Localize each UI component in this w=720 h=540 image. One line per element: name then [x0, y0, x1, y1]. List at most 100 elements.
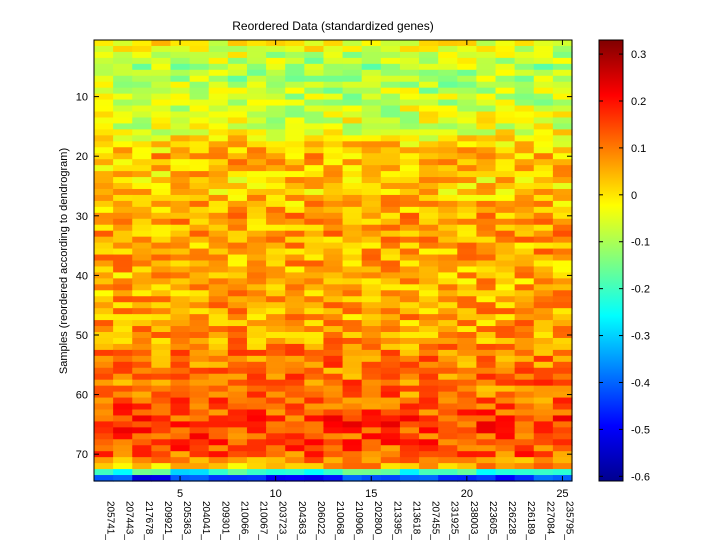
heatmap-cell: [419, 45, 439, 53]
heatmap-cell: [323, 183, 344, 190]
heatmap-cell: [533, 236, 554, 244]
heatmap-cell: [457, 403, 477, 411]
heatmap-cell: [380, 45, 401, 53]
heatmap-cell: [170, 51, 191, 59]
heatmap-cell: [380, 469, 401, 476]
heatmap-cell: [399, 433, 420, 440]
heatmap-cell: [361, 45, 382, 53]
heatmap-cell: [361, 57, 382, 65]
heatmap-cell: [304, 123, 325, 130]
heatmap-cell: [132, 409, 152, 417]
heatmap-cell: [94, 463, 114, 470]
heatmap-cell: [208, 475, 229, 482]
heatmap-cell: [514, 63, 535, 71]
heatmap-cell: [399, 349, 420, 357]
heatmap-cell: [227, 463, 248, 470]
heatmap-cell: [419, 284, 439, 291]
heatmap-cell: [342, 177, 363, 184]
heatmap-cell: [514, 188, 535, 196]
heatmap-cell: [533, 296, 554, 303]
heatmap-cell: [476, 129, 497, 136]
heatmap-cell: [457, 230, 477, 238]
heatmap-cell: [246, 445, 267, 452]
heatmap-cell: [246, 230, 267, 238]
heatmap-cell: [208, 99, 229, 107]
heatmap-cell: [266, 445, 286, 452]
heatmap-cell: [266, 332, 286, 339]
heatmap-cell: [151, 337, 172, 345]
heatmap-cell: [170, 93, 191, 101]
heatmap-cell: [361, 373, 382, 381]
heatmap-cell: [552, 75, 573, 83]
heatmap-cell: [380, 439, 401, 446]
heatmap-cell: [246, 469, 267, 476]
heatmap-cell: [399, 135, 420, 142]
gene-label: 209921_: [162, 501, 173, 540]
heatmap-cell: [227, 248, 248, 256]
heatmap-cell: [208, 337, 229, 345]
heatmap-cell: [94, 117, 114, 125]
heatmap-cell: [94, 81, 114, 89]
heatmap-cell: [361, 391, 382, 399]
heatmap-cell: [189, 87, 210, 95]
heatmap-cell: [533, 290, 554, 297]
heatmap-cell: [113, 421, 133, 428]
heatmap-cell: [132, 433, 152, 440]
heatmap-cell: [323, 212, 344, 220]
heatmap-cell: [552, 188, 573, 196]
heatmap-cell: [94, 57, 114, 65]
heatmap-cell: [304, 177, 325, 184]
heatmap-cell: [380, 200, 401, 208]
heatmap-cell: [208, 224, 229, 232]
heatmap-cell: [94, 391, 114, 399]
heatmap-cell: [94, 302, 114, 309]
heatmap-cell: [399, 397, 420, 405]
heatmap-cell: [208, 87, 229, 95]
heatmap-cell: [94, 278, 114, 285]
heatmap-cell: [342, 439, 363, 446]
heatmap-cell: [342, 320, 363, 327]
heatmap-cell: [323, 171, 344, 178]
heatmap-cell: [246, 379, 267, 387]
heatmap-cell: [361, 367, 382, 375]
heatmap-cell: [419, 171, 439, 178]
heatmap-cell: [399, 355, 420, 363]
heatmap-cell: [476, 278, 497, 285]
heatmap-cell: [227, 236, 248, 244]
heatmap-cell: [285, 51, 305, 59]
heatmap-cell: [246, 69, 267, 77]
heatmap-cell: [227, 40, 248, 47]
heatmap-cell: [246, 475, 267, 482]
heatmap-cell: [94, 129, 114, 136]
heatmap-cell: [361, 183, 382, 190]
heatmap-cell: [170, 194, 191, 202]
heatmap-cell: [285, 278, 305, 285]
heatmap-cell: [94, 314, 114, 321]
heatmap-cell: [323, 69, 344, 77]
heatmap-cell: [457, 129, 477, 136]
heatmap-cell: [361, 117, 382, 125]
heatmap-cell: [246, 284, 267, 291]
heatmap-cell: [266, 165, 286, 172]
heatmap-cell: [151, 159, 172, 166]
colorbar-tick-label: -0.4: [631, 377, 650, 389]
heatmap-cell: [304, 171, 325, 178]
heatmap-cell: [438, 463, 458, 470]
heatmap-cell: [304, 183, 325, 190]
heatmap-cell: [495, 278, 516, 285]
heatmap-cell: [399, 236, 420, 244]
heatmap-cell: [514, 397, 535, 405]
heatmap-cell: [266, 188, 286, 196]
heatmap-cell: [304, 397, 325, 405]
heatmap-cell: [419, 40, 439, 47]
heatmap-cell: [94, 451, 114, 458]
heatmap-cell: [495, 165, 516, 172]
heatmap-cell: [246, 177, 267, 184]
heatmap-cell: [399, 87, 420, 95]
heatmap-cell: [380, 302, 401, 309]
heatmap-cell: [476, 153, 497, 160]
heatmap-cell: [246, 266, 267, 274]
heatmap-cell: [419, 451, 439, 458]
heatmap-cell: [227, 153, 248, 160]
heatmap-cell: [552, 141, 573, 148]
